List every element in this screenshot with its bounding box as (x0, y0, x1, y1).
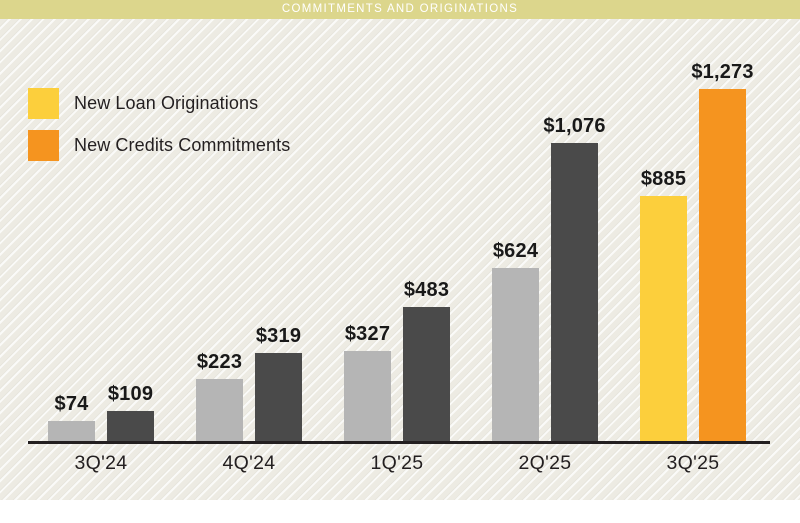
bar-rect[interactable] (403, 307, 450, 441)
chart-plot-area: $74 $109 3Q'24 $223 $319 4Q'24 $327 $483 1Q'25 $6… (28, 0, 770, 500)
legend-label-commitments: New Credits Commitments (74, 134, 291, 155)
bar-rect[interactable] (551, 143, 598, 441)
bar-group-4q24: $223 $319 (196, 0, 302, 500)
bar[interactable]: $223 (196, 351, 243, 441)
bar-value-label: $74 (54, 393, 89, 415)
bar[interactable]: $327 (344, 323, 391, 441)
bar-rect[interactable] (344, 351, 391, 441)
bar-group-3q24: $74 $109 (48, 0, 154, 500)
bar[interactable]: $483 (403, 279, 450, 441)
chart-x-axis-line (28, 441, 770, 444)
bar-value-label: $327 (344, 323, 391, 345)
legend-swatch-commitments (28, 129, 59, 161)
legend-item-originations: New Loan Originations (28, 86, 290, 120)
legend-item-commitments: New Credits Commitments (28, 128, 290, 162)
x-axis-category-label: 1Q'25 (370, 452, 424, 474)
bar-value-label: $319 (255, 325, 302, 347)
x-axis-category-label: 4Q'24 (222, 452, 276, 474)
x-axis-category-label: 3Q'25 (666, 452, 720, 474)
bar[interactable]: $74 (48, 393, 95, 441)
bar-group-2q25: $624 $1,076 (492, 0, 605, 500)
bar-rect[interactable] (699, 89, 746, 441)
bar-rect[interactable] (492, 268, 539, 441)
bar-value-label: $1,273 (691, 61, 754, 83)
chart-legend: New Loan Originations New Credits Commit… (28, 86, 290, 170)
legend-label-originations: New Loan Originations (74, 92, 259, 113)
bar-rect[interactable] (48, 421, 95, 441)
bar-rect[interactable] (196, 379, 243, 441)
bar-value-label: $109 (107, 383, 154, 405)
bar[interactable]: $624 (492, 240, 539, 441)
bar-rect[interactable] (255, 353, 302, 441)
bar-value-label: $624 (492, 240, 539, 262)
x-axis-category-label: 2Q'25 (518, 452, 572, 474)
bar-rect[interactable] (107, 411, 154, 441)
bar[interactable]: $1,273 (691, 61, 753, 441)
x-axis-category-label: 3Q'24 (74, 452, 128, 474)
bar[interactable]: $1,076 (543, 115, 605, 441)
bar-group-3q25: $885 $1,273 (640, 0, 753, 500)
bar-value-label: $885 (640, 168, 687, 190)
bar-group-1q25: $327 $483 (344, 0, 450, 500)
bar[interactable]: $319 (255, 325, 302, 441)
legend-swatch-originations (28, 87, 59, 119)
chart-title: COMMITMENTS AND ORIGINATIONS (281, 2, 519, 15)
bar-rect[interactable] (640, 196, 687, 441)
bar-value-label: $483 (403, 279, 450, 301)
bar-value-label: $1,076 (543, 115, 606, 137)
bar-value-label: $223 (196, 351, 243, 373)
bar[interactable]: $885 (640, 168, 687, 441)
bar[interactable]: $109 (107, 383, 154, 441)
chart-header-band: COMMITMENTS AND ORIGINATIONS (0, 0, 800, 19)
